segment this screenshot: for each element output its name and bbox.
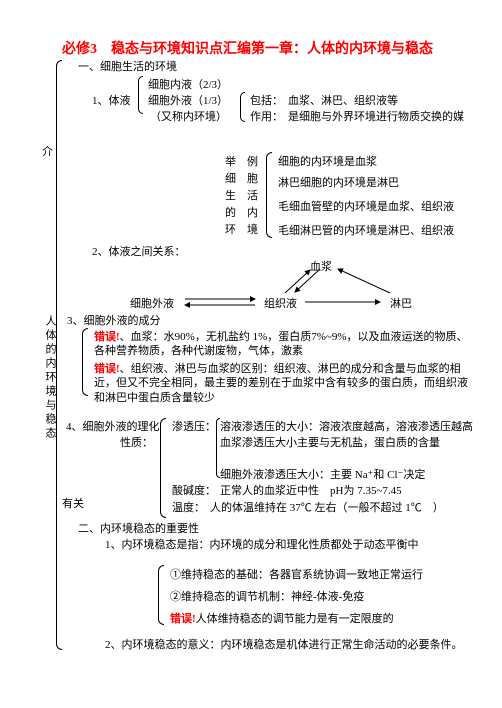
s2m-err: 错误!人体维持稳态的调节能力是有一定限度的 xyxy=(170,612,470,626)
ex-heading4: 的 内 xyxy=(225,206,258,220)
p1-label: 1、体液 xyxy=(92,94,131,108)
osm-text3: 细胞外液渗透压大小：主要 Na⁺和 Cl⁻决定 xyxy=(220,468,480,482)
ex3: 毛细血管壁的内环境是血浆、组织液 xyxy=(278,200,454,214)
include-value: 血浆、淋巴、组织液等 xyxy=(288,94,398,108)
main-brace xyxy=(56,60,62,650)
s2m-p2: 2、内环境稳态的意义：内环境稳态是机体进行正常生命活动的必要条件。 xyxy=(105,638,475,652)
related-label: 有关 xyxy=(62,497,84,511)
brace-examples xyxy=(266,152,272,238)
intro-label: 介 xyxy=(42,145,53,159)
brace-s4 xyxy=(160,418,166,518)
outer-fluid: 细胞外液（1/3） xyxy=(148,94,228,108)
function-value: 是细胞与外界环境进行物质交换的媒 xyxy=(288,110,464,124)
include-label: 包括： xyxy=(250,94,283,108)
s2m-p1: 1、内环境稳态是指：内环境的成分和理化性质都处于动态平衡中 xyxy=(105,538,475,552)
err2-line: 错误!、组织液、淋巴与血浆的区别：组织液、淋巴的成分和含量与血浆的相近，但又不完… xyxy=(94,362,474,405)
err1-label: 错误! xyxy=(94,331,120,343)
section1-heading: 一、细胞生活的环境 xyxy=(78,60,177,74)
function-label: 作用： xyxy=(250,110,283,124)
ex-heading2: 细 胞 xyxy=(225,172,258,186)
aka: （又称内环境） xyxy=(150,110,227,124)
err2-text: 、组织液、淋巴与血浆的区别：组织液、淋巴的成分和含量与血浆的相近，但又不完全相同… xyxy=(94,363,468,404)
inner-fluid: 细胞内液（2/3） xyxy=(148,78,228,92)
section4-label: 4、细胞外液的理化 xyxy=(66,420,160,434)
brace-s2m xyxy=(158,565,164,625)
relation-arrows xyxy=(120,255,440,310)
ph-label: 酸碱度： xyxy=(172,484,216,498)
osm-label: 渗透压： xyxy=(172,420,216,434)
s2m-err-text: 人体维持稳态的调节能力是有一定限度的 xyxy=(196,613,394,625)
brace-s3 xyxy=(82,328,88,396)
err1-text: 、血浆：水90%，无机盐约 1%，蛋白质7%~9%，以及血液运送的物质、各种营养… xyxy=(94,331,468,357)
ex-heading3: 生 活 xyxy=(225,189,258,203)
ex1: 细胞的内环境是血浆 xyxy=(278,155,377,169)
s2m-c2: ②维持稳态的调节机制：神经-体液-免疫 xyxy=(170,590,470,604)
page-title: 必修3 稳态与环境知识点汇编第一章：人体的内环境与稳态 xyxy=(62,38,433,58)
ex2: 淋巴细胞的内环境是淋巴 xyxy=(278,176,399,190)
err2-label: 错误! xyxy=(94,363,120,375)
err1-line: 错误!、血浆：水90%，无机盐约 1%，蛋白质7%~9%，以及血液运送的物质、各… xyxy=(94,330,474,359)
osm-text2: 血浆渗透压大小主要与无机盐，蛋白质的含量 xyxy=(220,436,480,450)
ph-text: 正常人的血浆近中性 pH为 7.35~7.45 xyxy=(220,484,480,498)
section4-sublabel: 性质： xyxy=(120,436,153,450)
temp-text: 人的体温维持在 37℃ 左右（一般不超过 1℃ ） xyxy=(210,501,480,515)
ex4: 毛细淋巴管的内环境是淋巴、组织液 xyxy=(278,224,454,238)
brace-tiye xyxy=(138,76,143,114)
section3-label: 3、细胞外液的成分 xyxy=(67,314,161,328)
temp-label: 温度： xyxy=(172,501,205,515)
s2m-err-label: 错误! xyxy=(170,613,196,625)
brace-include xyxy=(240,92,245,122)
ex-heading5: 环 境 xyxy=(225,223,258,237)
section2main-heading: 二、内环境稳态的重要性 xyxy=(78,522,199,536)
s2m-c1: ①维持稳态的基础：各器官系统协调一致地正常运行 xyxy=(170,568,470,582)
osm-text1: 溶液渗透压的大小：溶液浓度越高，溶液渗透压越高 xyxy=(220,420,480,434)
ex-heading1: 举 例 xyxy=(225,155,258,169)
